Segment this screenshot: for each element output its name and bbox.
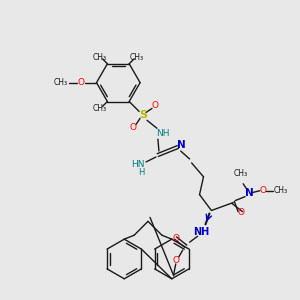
- Text: S: S: [139, 110, 147, 120]
- Text: NH: NH: [194, 227, 210, 237]
- Text: CH₃: CH₃: [274, 186, 288, 195]
- Text: O: O: [172, 256, 179, 265]
- Text: CH₃: CH₃: [92, 104, 106, 113]
- Text: H: H: [138, 168, 144, 177]
- Text: CH₃: CH₃: [234, 169, 248, 178]
- Text: HN: HN: [131, 160, 145, 169]
- Text: N: N: [245, 188, 254, 198]
- Text: O: O: [152, 101, 158, 110]
- Text: O: O: [238, 208, 244, 217]
- Text: O: O: [130, 123, 137, 132]
- Text: O: O: [172, 234, 179, 243]
- Text: CH₃: CH₃: [92, 53, 106, 62]
- Text: O: O: [260, 186, 266, 195]
- Text: NH: NH: [156, 129, 169, 138]
- Text: CH₃: CH₃: [54, 78, 68, 87]
- Text: CH₃: CH₃: [130, 53, 144, 62]
- Text: N: N: [177, 140, 186, 150]
- Text: O: O: [77, 78, 84, 87]
